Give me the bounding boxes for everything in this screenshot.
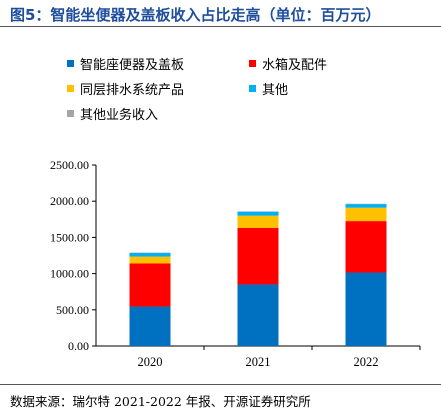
- legend-item-other-business: 其他业务收入: [67, 104, 158, 123]
- y-tick-label: 0.00: [68, 339, 89, 353]
- legend-swatch: [249, 85, 256, 92]
- figure-title: 图5：智能坐便器及盖板收入占比走高（单位：百万元）: [10, 6, 381, 24]
- legend-label: 智能座便器及盖板: [80, 58, 185, 73]
- bar-segment: [129, 252, 171, 257]
- bar-segment: [237, 284, 279, 346]
- legend-item-tank: 水箱及配件: [249, 54, 327, 73]
- y-tick-label: 500.00: [56, 303, 89, 317]
- bar-segment: [345, 221, 387, 273]
- title-rule: [0, 26, 441, 27]
- bar-segment: [237, 227, 279, 285]
- legend-label: 其他: [262, 83, 289, 98]
- y-tick-label: 2000.00: [50, 194, 89, 208]
- bar-segment: [237, 211, 279, 216]
- legend-swatch: [249, 60, 256, 67]
- legend-label: 同层排水系统产品: [80, 83, 185, 98]
- legend-item-drainage: 同层排水系统产品: [67, 79, 184, 98]
- bar-segment: [129, 263, 171, 307]
- x-tick-label: 2022: [354, 355, 379, 369]
- legend-item-other: 其他: [249, 79, 288, 98]
- y-tick-label: 1500.00: [50, 230, 89, 244]
- y-tick-label: 1000.00: [50, 267, 89, 281]
- x-tick-label: 2020: [138, 355, 163, 369]
- source-rule: [0, 384, 441, 385]
- legend-item-smart-toilet: 智能座便器及盖板: [67, 54, 184, 73]
- legend-swatch: [67, 60, 74, 67]
- bar-segment: [345, 207, 387, 222]
- y-tick-label: 2500.00: [50, 158, 89, 172]
- legend-swatch: [67, 110, 74, 117]
- bar-segment: [129, 256, 171, 264]
- source-note: 数据来源：瑞尔特 2021-2022 年报、开源证券研究所: [10, 394, 311, 409]
- legend-swatch: [67, 85, 74, 92]
- legend-label: 其他业务收入: [80, 108, 159, 123]
- legend-label: 水箱及配件: [262, 58, 328, 73]
- bar-segment: [129, 306, 171, 346]
- bar-segment: [345, 204, 387, 208]
- bar-segment: [237, 215, 279, 228]
- bar-segment: [345, 272, 387, 346]
- x-tick-label: 2021: [246, 355, 271, 369]
